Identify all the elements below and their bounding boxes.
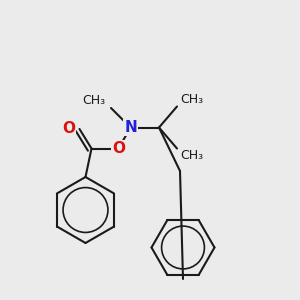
Text: O: O — [62, 121, 75, 136]
Text: CH₃: CH₃ — [82, 94, 106, 106]
Text: CH₃: CH₃ — [180, 149, 203, 162]
Text: O: O — [112, 141, 125, 156]
Text: N: N — [124, 120, 137, 135]
Text: CH₃: CH₃ — [180, 93, 203, 106]
